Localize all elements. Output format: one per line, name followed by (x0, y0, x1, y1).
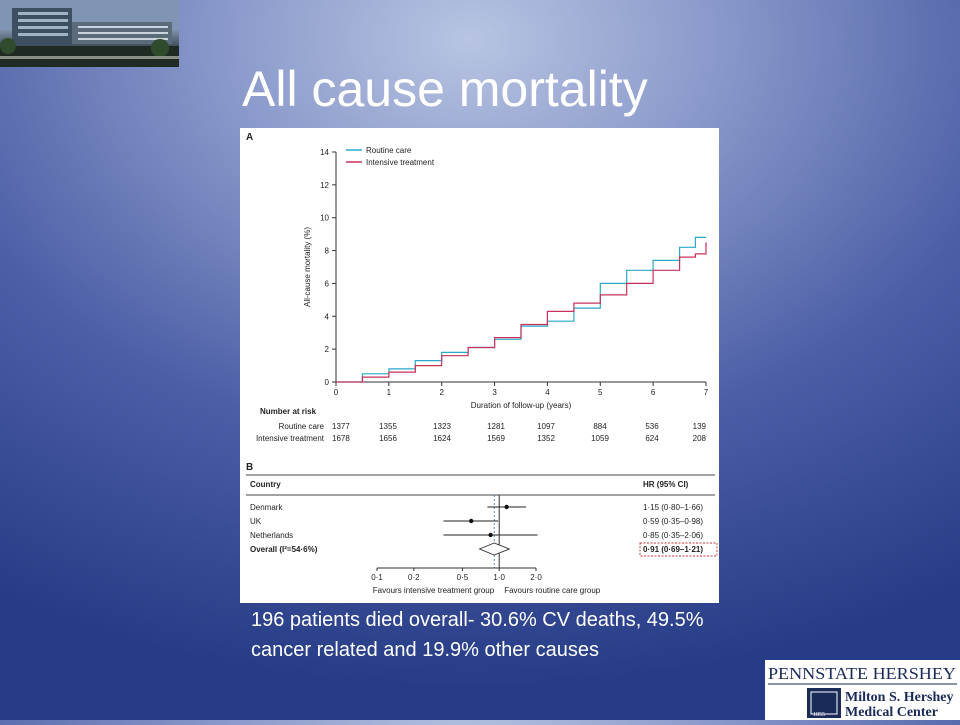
series-line-intensive-treatment (336, 242, 707, 383)
risk-value: 1656 (379, 434, 397, 443)
risk-value: 208 (693, 434, 707, 443)
forest-row-label: UK (250, 517, 262, 526)
x-tick-label: 4 (545, 388, 550, 397)
y-tick-label: 6 (325, 279, 330, 288)
forest-row-label: Overall (I²=54·6%) (250, 545, 318, 554)
risk-value: 1569 (487, 434, 505, 443)
mortality-figure: A 0 2 4 6 8 10 12 14 0 1 2 3 4 5 6 7 Duration of follow-u… (240, 128, 719, 603)
logo-line-2: Milton S. Hershey (845, 690, 954, 705)
risk-row-label: Intensive treatment (256, 434, 325, 443)
x-tick-label: 5 (598, 388, 603, 397)
hr-point (469, 518, 474, 524)
y-tick-label: 14 (320, 148, 329, 157)
risk-value: 1355 (379, 422, 397, 431)
risk-value: 624 (645, 434, 659, 443)
x-tick-label: 2 (439, 388, 444, 397)
risk-value: 1323 (433, 422, 451, 431)
y-axis-title: All-cause mortality (%) (303, 227, 312, 307)
shield-icon (807, 688, 841, 718)
forest-x-tick-label: 0·2 (408, 573, 420, 582)
risk-value: 1624 (433, 434, 451, 443)
forest-row-ci: 1·15 (0·80–1·66) (643, 503, 703, 512)
logo-line-1: PENNSTATE HERSHEY (768, 664, 956, 683)
x-tick-label: 1 (387, 388, 392, 397)
forest-row-ci: 0·91 (0·69–1·21) (643, 545, 703, 554)
legend-label: Routine care (366, 146, 412, 155)
y-tick-label: 4 (325, 312, 330, 321)
risk-value: 884 (593, 422, 607, 431)
y-tick-label: 8 (325, 247, 330, 256)
forest-x-tick-label: 1·0 (493, 573, 505, 582)
risk-table-title: Number at risk (260, 407, 317, 416)
x-tick-label: 7 (704, 388, 709, 397)
penn-state-hershey-logo: PENNSTATE HERSHEY 1855 Milton S. Hershey… (765, 660, 960, 720)
hr-point (504, 504, 509, 510)
favours-intensive-label: Favours intensive treatment group (373, 586, 495, 595)
forest-row-ci: 0·85 (0·35–2·06) (643, 531, 703, 540)
risk-value: 1377 (332, 422, 350, 431)
risk-value: 139 (693, 422, 707, 431)
hospital-photo-image (0, 0, 179, 67)
y-tick-label: 12 (320, 181, 329, 190)
forest-header-country: Country (250, 480, 281, 489)
risk-value: 1678 (332, 434, 350, 443)
caption-text: 196 patients died overall- 30.6% CV deat… (251, 609, 704, 661)
y-tick-label: 0 (325, 378, 330, 387)
forest-row-ci: 0·59 (0·35–0·98) (643, 517, 703, 526)
risk-value: 1352 (537, 434, 555, 443)
x-tick-label: 3 (492, 388, 497, 397)
forest-x-tick-label: 0·1 (371, 573, 383, 582)
risk-value: 1059 (591, 434, 609, 443)
legend-label: Intensive treatment (366, 158, 435, 167)
favours-routine-label: Favours routine care group (504, 586, 601, 595)
forest-header-hr: HR (95% CI) (643, 480, 689, 489)
forest-x-tick-label: 2·0 (530, 573, 542, 582)
logo-line-3: Medical Center (845, 705, 938, 720)
slide-title: All cause mortality (242, 61, 648, 117)
y-tick-label: 2 (325, 345, 330, 354)
logo-seal-text: 1855 (813, 712, 825, 718)
risk-value: 536 (645, 422, 659, 431)
forest-row-label: Denmark (250, 503, 283, 512)
overall-highlight-box (639, 542, 718, 557)
risk-row-label: Routine care (279, 422, 325, 431)
hospital-building-photo (0, 0, 179, 67)
risk-value: 1281 (487, 422, 505, 431)
hr-point (488, 532, 493, 538)
x-tick-label: 0 (334, 388, 339, 397)
risk-value: 1097 (537, 422, 555, 431)
forest-x-tick-label: 0·5 (457, 573, 469, 582)
logo-graphic: PENNSTATE HERSHEY 1855 Milton S. Hershey… (768, 664, 957, 720)
x-tick-label: 6 (651, 388, 656, 397)
panel-a-letter: A (246, 132, 253, 143)
x-axis-title: Duration of follow-up (years) (471, 401, 572, 410)
overall-diamond (478, 542, 511, 556)
series-line-routine-care (336, 236, 706, 383)
y-tick-label: 10 (320, 214, 329, 223)
panel-b-letter: B (246, 462, 253, 473)
forest-row-label: Netherlands (250, 531, 293, 540)
